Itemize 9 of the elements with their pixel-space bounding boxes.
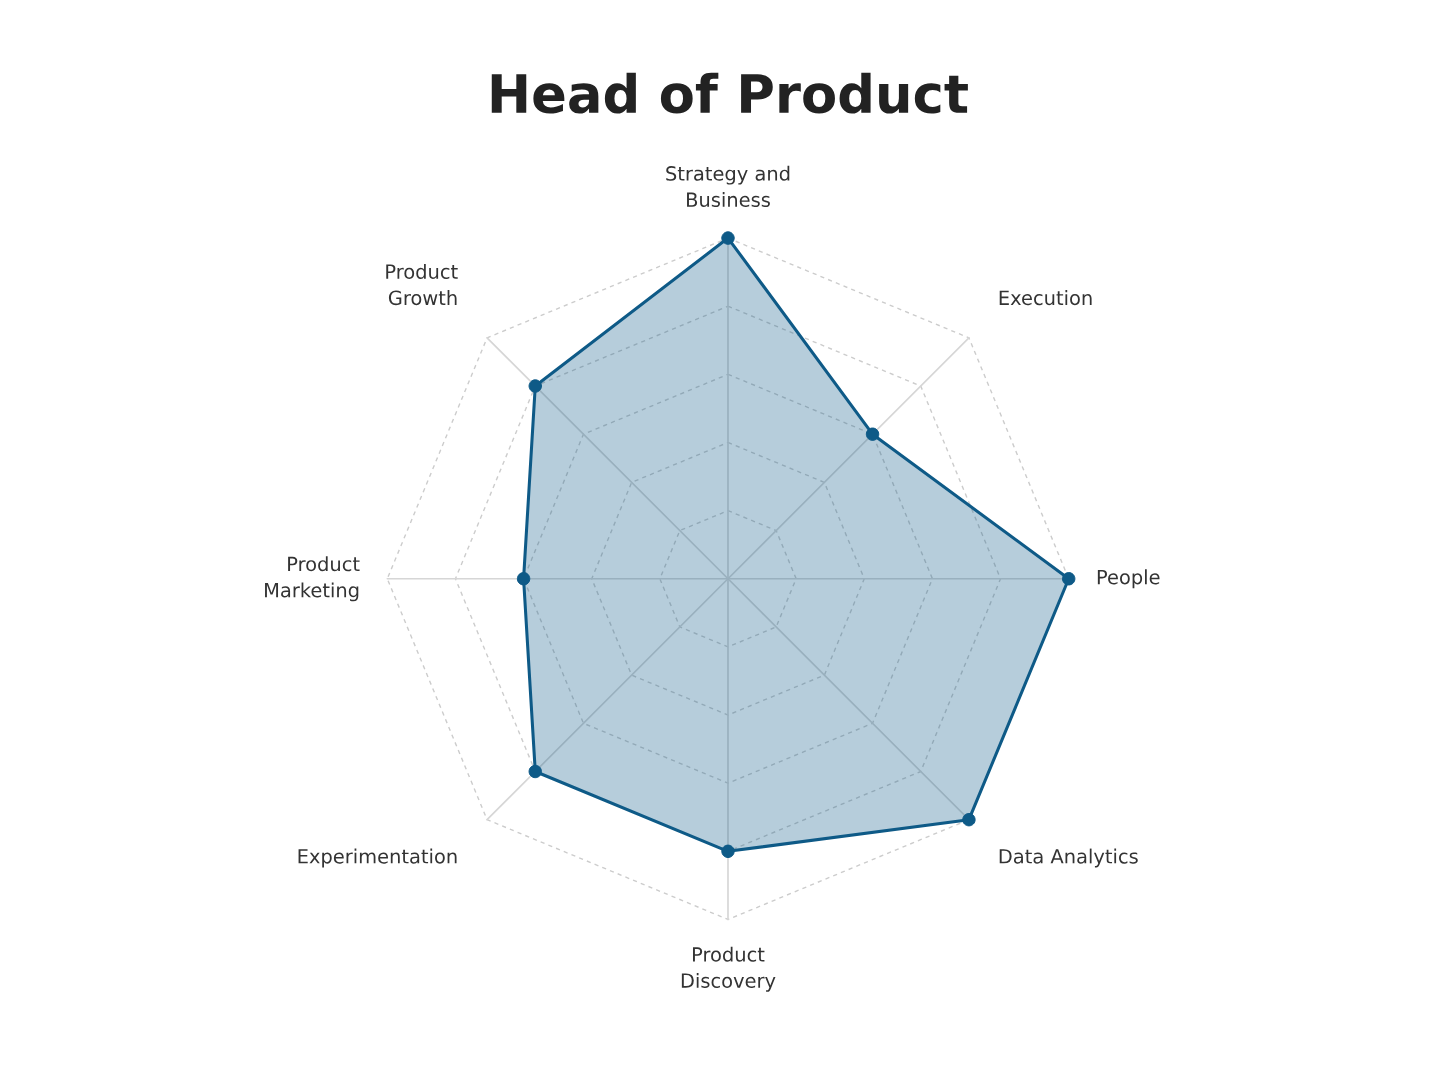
spoke-label: Product Marketing <box>265 556 360 602</box>
spoke-label: Execution <box>999 290 1092 306</box>
spoke-label: Data Analytics <box>999 848 1138 868</box>
chart-title: Head of Product <box>491 72 968 114</box>
spoke-label: Experimentation <box>298 848 457 868</box>
spoke-label: Product Growth <box>386 263 458 306</box>
spoke-label: People <box>1097 569 1160 589</box>
spoke-label: Product Discovery <box>681 946 776 992</box>
spoke-label: Strategy and Business <box>666 165 790 208</box>
